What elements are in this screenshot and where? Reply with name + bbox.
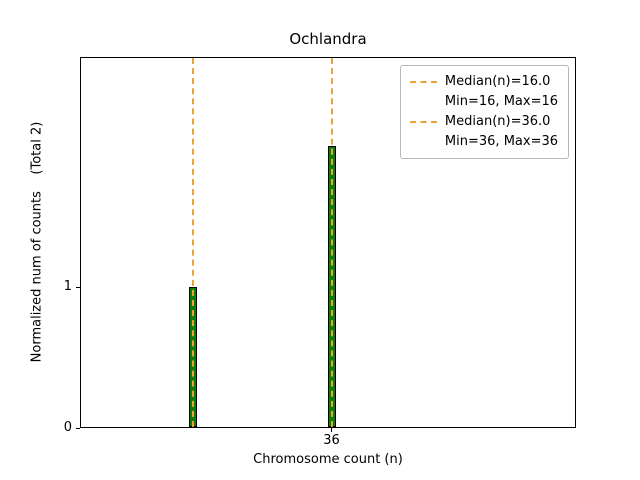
legend-entry: Min=36, Max=36	[410, 132, 558, 152]
median-line-swatch	[409, 81, 437, 83]
legend-label: Min=36, Max=36	[444, 134, 558, 149]
median-vline	[331, 58, 334, 427]
legend-swatch-spacer	[410, 101, 437, 103]
legend-entry: Min=16, Max=16	[410, 92, 558, 112]
legend-swatch-spacer	[410, 141, 437, 143]
y-axis-label: Normalized num of counts (Total 2)	[29, 121, 45, 363]
median-vline	[191, 58, 194, 427]
legend-label: Median(n)=16.0	[444, 74, 551, 89]
y-tick-mark	[76, 286, 80, 288]
x-tick-label: 36	[323, 433, 340, 448]
legend-label: Min=16, Max=16	[444, 94, 558, 109]
y-tick-label: 0	[63, 420, 72, 435]
legend: Median(n)=16.0 Min=16, Max=16 Median(n)=…	[399, 65, 569, 159]
plot-area: Median(n)=16.0 Min=16, Max=16 Median(n)=…	[80, 57, 576, 428]
median-line-swatch	[409, 121, 437, 123]
legend-entry: Median(n)=36.0	[409, 112, 558, 132]
legend-entry: Median(n)=16.0	[409, 72, 558, 92]
x-axis-label: Chromosome count (n)	[253, 452, 403, 467]
x-tick-mark	[331, 428, 333, 432]
y-tick-label: 1	[63, 278, 72, 294]
legend-label: Median(n)=36.0	[444, 114, 551, 129]
chart-title: Ochlandra	[289, 30, 367, 48]
y-tick-mark	[76, 428, 80, 429]
